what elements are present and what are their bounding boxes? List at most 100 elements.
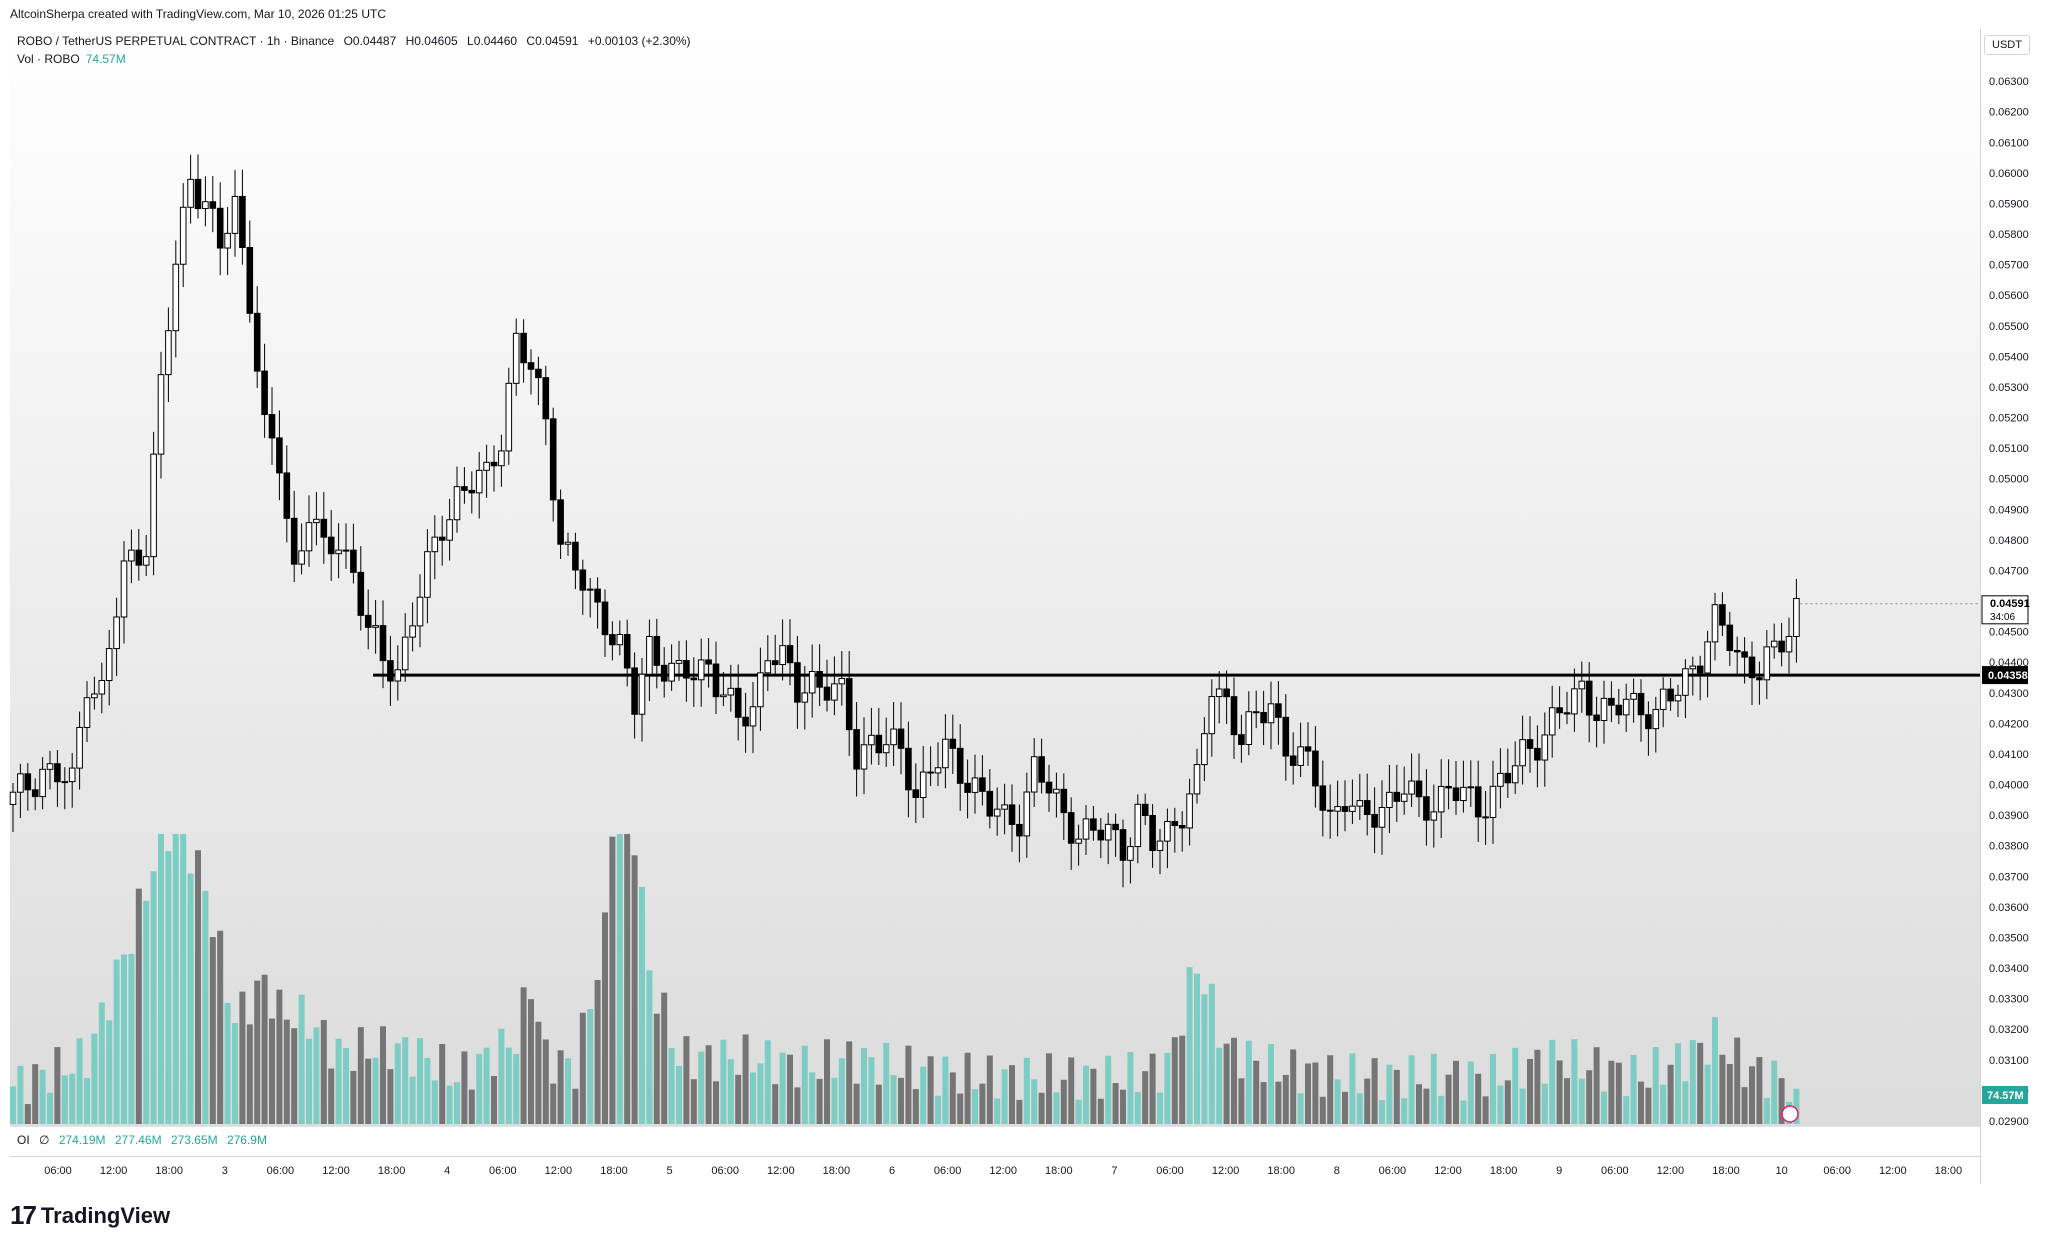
candle-body <box>327 536 335 555</box>
candle-body <box>831 683 838 701</box>
candle-body <box>31 789 39 798</box>
candle-body <box>113 616 120 650</box>
chart-author-header: AltcoinSherpa created with TradingView.c… <box>10 7 386 21</box>
volume-value-label: 74.57M <box>1987 1090 2024 1102</box>
volume-bar <box>579 1012 586 1124</box>
symbol-legend[interactable]: ROBO / TetherUS PERPETUAL CONTRACT · 1h … <box>17 34 697 48</box>
volume-bar <box>84 1077 90 1124</box>
candle-body <box>512 332 520 384</box>
volume-bar <box>1097 1098 1104 1124</box>
volume-bar <box>372 1057 379 1124</box>
y-tick-label: 0.03400 <box>1989 963 2029 975</box>
volume-bar <box>816 1078 823 1124</box>
volume-bar <box>143 900 150 1124</box>
candle-body <box>1652 708 1660 730</box>
candle-body <box>771 660 779 666</box>
candle-body <box>1756 677 1763 681</box>
volume-bar <box>912 1089 919 1124</box>
candle-body <box>394 669 402 682</box>
volume-bar <box>949 1072 956 1124</box>
volume-bar <box>1127 1051 1134 1124</box>
volume-bar <box>883 1042 890 1124</box>
volume-bar <box>550 1083 557 1124</box>
candle-body <box>616 633 624 646</box>
candle-body <box>1585 680 1593 716</box>
y-tick-label: 0.04100 <box>1989 749 2029 761</box>
candle-body <box>475 469 483 494</box>
candle-body <box>1423 796 1430 821</box>
candle-body <box>1534 747 1541 761</box>
time-axis[interactable] <box>10 1156 1980 1185</box>
volume-bar <box>1578 1078 1585 1124</box>
candle-body <box>727 687 735 696</box>
volume-bar <box>868 1057 875 1124</box>
candle-body <box>623 633 631 669</box>
volume-bar <box>1704 1064 1711 1124</box>
candle-body <box>1674 694 1682 702</box>
candle-body <box>1201 733 1208 766</box>
volume-bar <box>875 1084 882 1124</box>
volume-bar <box>1275 1081 1282 1124</box>
candle-body <box>1186 793 1193 829</box>
open-interest-legend[interactable]: OI ∅ 274.19M 277.46M 273.65M 276.9M <box>17 1133 267 1147</box>
volume-bar <box>121 954 127 1124</box>
volume-bar <box>232 1022 238 1124</box>
volume-legend[interactable]: Vol · ROBO 74.57M <box>17 52 126 66</box>
candle-body <box>845 678 853 731</box>
y-tick-label: 0.05700 <box>1989 260 2029 272</box>
volume-value-badge <box>1982 1086 2028 1104</box>
candle-body <box>1489 785 1497 818</box>
candle-body <box>342 549 350 552</box>
candle-body <box>1482 816 1489 819</box>
candle-body <box>1356 800 1364 807</box>
volume-bar <box>1260 1082 1267 1124</box>
candle-body <box>993 808 1001 817</box>
volume-bar <box>676 1065 682 1124</box>
y-tick-label: 0.05400 <box>1989 351 2029 363</box>
x-tick-label: 5 <box>667 1165 673 1177</box>
y-tick-label: 0.03900 <box>1989 810 2029 822</box>
volume-bar <box>720 1039 727 1124</box>
candle-body <box>1386 791 1393 808</box>
x-tick-label: 06:00 <box>489 1165 517 1177</box>
volume-bar <box>668 1048 675 1124</box>
volume-bar <box>1334 1079 1341 1124</box>
volume-bar <box>1186 967 1193 1124</box>
candle-body <box>949 738 957 749</box>
candle-body <box>1733 650 1741 653</box>
candle-body <box>157 374 165 455</box>
volume-bar <box>261 974 268 1124</box>
volume-bar <box>113 959 120 1124</box>
candle-body <box>461 486 468 491</box>
volume-bar <box>276 989 283 1124</box>
volume-bar <box>861 1048 867 1124</box>
volume-bar <box>1393 1069 1400 1124</box>
oi-label: OI <box>17 1133 30 1147</box>
y-tick-label: 0.03300 <box>1989 994 2029 1006</box>
volume-bar <box>1497 1085 1504 1124</box>
volume-bar <box>461 1051 468 1124</box>
tradingview-logo[interactable]: 17 TradingView <box>10 1200 170 1231</box>
currency-selector[interactable]: USDT <box>1984 35 2030 55</box>
candle-body <box>638 673 646 715</box>
candle-body <box>646 635 653 675</box>
candle-body <box>757 672 764 708</box>
volume-bar <box>557 1050 564 1124</box>
volume-bar <box>794 1087 801 1124</box>
volume-bar <box>291 1028 298 1124</box>
candle-body <box>690 677 698 681</box>
symbol-title[interactable]: ROBO / TetherUS PERPETUAL CONTRACT · 1h … <box>17 34 335 48</box>
volume-bar <box>1608 1060 1615 1124</box>
volume-bar <box>1038 1092 1045 1124</box>
candle-body <box>1230 696 1238 736</box>
candle-body <box>172 263 180 332</box>
candle-body <box>1304 746 1312 752</box>
candle-body <box>1378 806 1386 828</box>
open-interest-pane[interactable] <box>10 1126 1980 1155</box>
candle-body <box>290 517 298 565</box>
volume-bar <box>1482 1096 1489 1124</box>
y-tick-label: 0.04700 <box>1989 565 2029 577</box>
volume-bar <box>1423 1088 1430 1124</box>
candle-body <box>1682 668 1689 696</box>
volume-bar <box>1512 1047 1519 1124</box>
